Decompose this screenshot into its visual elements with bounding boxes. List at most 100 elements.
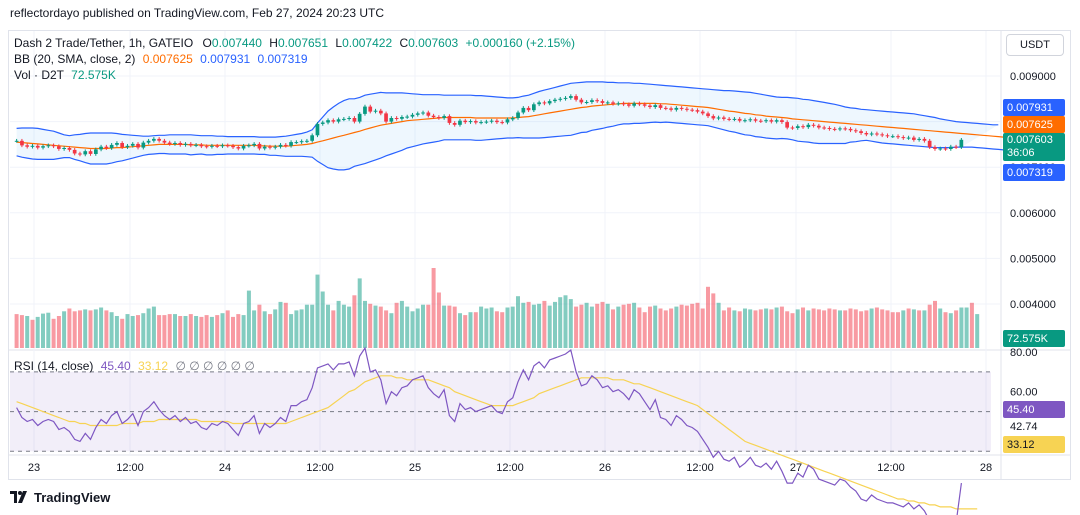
bb-lower-line bbox=[16, 121, 1020, 171]
currency-button[interactable]: USDT bbox=[1006, 34, 1064, 56]
volume-bar bbox=[146, 308, 151, 348]
price-tick-label: 0.009000 bbox=[1010, 71, 1056, 83]
volume-bar bbox=[151, 306, 156, 348]
volume-bar bbox=[473, 312, 478, 348]
rsi-legend[interactable]: RSI (14, close) 45.40 33.12 ∅ ∅ ∅ ∅ ∅ ∅ bbox=[14, 359, 255, 373]
candle-body bbox=[753, 119, 758, 121]
candle-body bbox=[167, 142, 172, 144]
volume-bar bbox=[822, 310, 827, 348]
volume-bar bbox=[215, 315, 220, 348]
volume-legend[interactable]: Vol · D2T 72.575K bbox=[14, 68, 116, 82]
candle-body bbox=[57, 146, 61, 149]
volume-bar bbox=[611, 309, 615, 348]
candle-body bbox=[130, 143, 135, 146]
rsi-ma-tag: 33.12 bbox=[1003, 436, 1065, 453]
volume-bar bbox=[352, 295, 357, 348]
volume-bar bbox=[621, 304, 626, 348]
volume-bar bbox=[790, 313, 795, 348]
volume-bar bbox=[516, 296, 520, 348]
volume-value: 72.575K bbox=[71, 68, 116, 82]
symbol-title[interactable]: Dash 2 Trade/Tether, 1h, GATEIO bbox=[14, 36, 194, 50]
volume-bar bbox=[25, 316, 30, 348]
volume-bar bbox=[421, 304, 425, 348]
volume-bar bbox=[843, 310, 848, 348]
volume-bar bbox=[642, 312, 647, 348]
volume-bar bbox=[917, 310, 922, 348]
volume-bar bbox=[975, 314, 980, 348]
bb-lower-tag: 0.007319 bbox=[1003, 164, 1065, 181]
candle-body bbox=[637, 103, 642, 105]
volume-bar bbox=[341, 304, 346, 348]
volume-bar bbox=[626, 303, 631, 348]
volume-bar bbox=[542, 300, 547, 348]
volume-bar bbox=[801, 307, 805, 348]
candle-body bbox=[885, 135, 890, 137]
volume-bar bbox=[120, 318, 125, 348]
candle-body bbox=[363, 106, 367, 114]
volume-bar bbox=[632, 302, 637, 348]
chart-frame[interactable] bbox=[8, 30, 1071, 480]
time-tick-label: 28 bbox=[980, 462, 992, 474]
volume-bar bbox=[19, 315, 24, 348]
volume-bar bbox=[88, 310, 93, 348]
volume-bar bbox=[706, 286, 710, 348]
volume-bar bbox=[241, 315, 246, 348]
volume-bar bbox=[315, 274, 320, 348]
volume-bar bbox=[415, 308, 420, 348]
candle-body bbox=[99, 146, 103, 150]
candle-body bbox=[315, 123, 320, 136]
candle-body bbox=[832, 128, 837, 130]
volume-bar bbox=[711, 293, 716, 348]
candle-body bbox=[379, 110, 383, 114]
candle-body bbox=[959, 139, 964, 148]
volume-bar bbox=[964, 307, 969, 348]
candle-body bbox=[210, 145, 214, 147]
volume-bar bbox=[616, 306, 621, 348]
candle-body bbox=[574, 96, 578, 100]
volume-title: Vol · D2T bbox=[14, 68, 64, 82]
bb-legend[interactable]: BB (20, SMA, close, 2) 0.007625 0.007931… bbox=[14, 52, 308, 66]
tradingview-logo[interactable]: TradingView bbox=[10, 488, 110, 506]
volume-bar bbox=[880, 309, 885, 348]
volume-bar bbox=[162, 315, 167, 348]
rsi-extra-values: ∅ ∅ ∅ ∅ ∅ ∅ bbox=[175, 359, 255, 373]
candle-body bbox=[500, 122, 504, 124]
tradingview-logo-text: TradingView bbox=[34, 489, 111, 505]
volume-bar bbox=[468, 312, 473, 348]
volume-bar bbox=[347, 306, 352, 348]
volume-bar bbox=[584, 302, 589, 348]
volume-bar bbox=[922, 310, 927, 348]
volume-bar bbox=[336, 300, 341, 348]
volume-bar bbox=[188, 314, 193, 348]
volume-bar bbox=[663, 310, 668, 348]
time-tick-label: 12:00 bbox=[306, 462, 334, 474]
candle-body bbox=[479, 122, 483, 124]
volume-bar bbox=[463, 315, 468, 348]
volume-bar bbox=[595, 303, 600, 348]
volume-bar bbox=[758, 309, 763, 348]
volume-bar bbox=[405, 306, 410, 348]
candle-body bbox=[632, 103, 636, 106]
candle-body bbox=[695, 110, 700, 112]
volume-bar bbox=[653, 305, 658, 348]
candle-body bbox=[220, 145, 225, 147]
candle-body bbox=[854, 130, 858, 132]
bb-upper-tag: 0.007931 bbox=[1003, 99, 1065, 116]
volume-bar bbox=[99, 307, 104, 348]
candle-body bbox=[949, 146, 953, 149]
volume-bar bbox=[764, 308, 769, 348]
candle-body bbox=[347, 118, 351, 119]
candle-body bbox=[642, 104, 647, 106]
candle-body bbox=[405, 116, 409, 118]
volume-bar bbox=[51, 318, 56, 348]
volume-bar bbox=[933, 300, 937, 348]
candle-body bbox=[51, 145, 56, 147]
last-price-value: 0.007603 bbox=[1007, 134, 1053, 146]
volume-bar bbox=[262, 311, 267, 348]
volume-bar bbox=[885, 310, 890, 348]
published-info: reflectordayo published on TradingView.c… bbox=[10, 6, 384, 24]
candle-body bbox=[252, 143, 256, 146]
candle-body bbox=[35, 145, 40, 148]
candle-body bbox=[326, 120, 330, 123]
